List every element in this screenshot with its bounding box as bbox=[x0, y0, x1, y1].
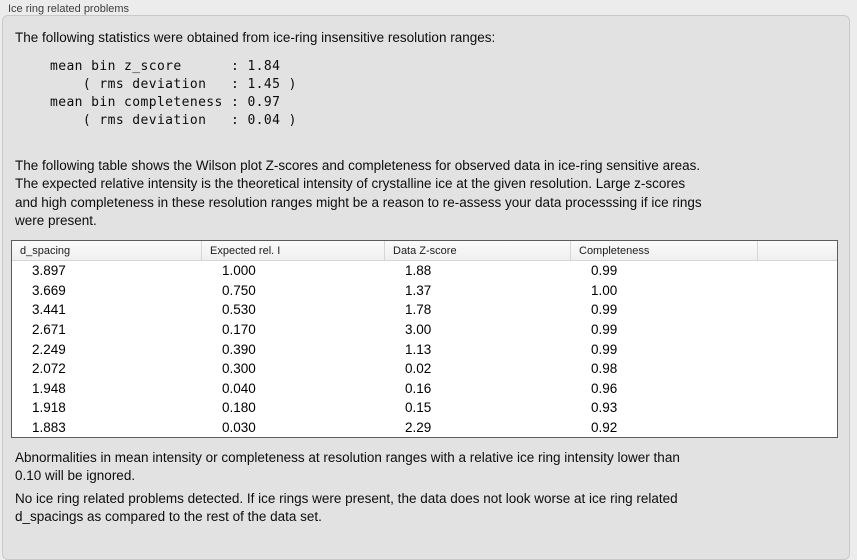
conclusion-text: No ice ring related problems detected. I… bbox=[15, 491, 678, 525]
table-cell: 0.170 bbox=[222, 321, 256, 337]
table-cell: 0.99 bbox=[591, 341, 618, 357]
column-header-filler bbox=[758, 241, 837, 260]
table-row[interactable]: 1.948 0.040 0.16 0.96 bbox=[12, 378, 837, 398]
table-cell: 0.300 bbox=[222, 361, 256, 377]
table-cell: 2.072 bbox=[32, 361, 66, 377]
table-cell: 0.390 bbox=[222, 341, 256, 357]
table-row[interactable]: 1.883 0.030 2.29 0.92 bbox=[12, 418, 837, 438]
table-row[interactable]: 3.669 0.750 1.37 1.00 bbox=[12, 281, 837, 301]
table-cell: 2.29 bbox=[405, 419, 432, 435]
table-cell: 3.669 bbox=[32, 282, 66, 298]
table-cell: 1.918 bbox=[32, 400, 66, 416]
table-cell: 0.030 bbox=[222, 419, 256, 435]
table-header-row: d_spacing Expected rel. I Data Z-score C… bbox=[12, 241, 837, 261]
table-cell: 0.96 bbox=[591, 380, 618, 396]
ignore-threshold-note: Abnormalities in mean intensity or compl… bbox=[15, 450, 680, 484]
table-row[interactable]: 2.671 0.170 3.00 0.99 bbox=[12, 320, 837, 340]
table-cell: 1.00 bbox=[591, 282, 618, 298]
table-cell: 0.750 bbox=[222, 282, 256, 298]
table-cell: 1.37 bbox=[405, 282, 432, 298]
column-header-data-z-score[interactable]: Data Z-score bbox=[385, 241, 571, 260]
table-cell: 1.88 bbox=[405, 263, 432, 279]
table-row[interactable]: 2.072 0.300 0.02 0.98 bbox=[12, 359, 837, 379]
table-cell: 3.897 bbox=[32, 263, 66, 279]
table-row[interactable]: 1.918 0.180 0.15 0.93 bbox=[12, 398, 837, 418]
table-cell: 0.16 bbox=[405, 380, 432, 396]
table-cell: 0.15 bbox=[405, 400, 432, 416]
table-cell: 2.249 bbox=[32, 341, 66, 357]
stats-block: mean bin z_score : 1.84 ( rms deviation … bbox=[50, 59, 297, 128]
table-row[interactable]: 3.441 0.530 1.78 0.99 bbox=[12, 300, 837, 320]
table-cell: 1.78 bbox=[405, 302, 432, 318]
ice-ring-panel: The following statistics were obtained f… bbox=[2, 15, 850, 560]
table-cell: 1.13 bbox=[405, 341, 432, 357]
table-cell: 1.000 bbox=[222, 263, 256, 279]
column-header-expected-rel-i[interactable]: Expected rel. I bbox=[202, 241, 385, 260]
table-cell: 0.02 bbox=[405, 361, 432, 377]
table-cell: 2.671 bbox=[32, 321, 66, 337]
column-header-completeness[interactable]: Completeness bbox=[571, 241, 758, 260]
table-cell: 0.99 bbox=[591, 321, 618, 337]
table-cell: 0.99 bbox=[591, 263, 618, 279]
table-cell: 0.99 bbox=[591, 302, 618, 318]
table-cell: 0.530 bbox=[222, 302, 256, 318]
table-cell: 0.040 bbox=[222, 380, 256, 396]
table-cell: 0.98 bbox=[591, 361, 618, 377]
table-body: 3.897 1.000 1.88 0.99 3.669 0.750 1.37 1.00 3.44… bbox=[12, 261, 837, 437]
table-cell: 0.93 bbox=[591, 400, 618, 416]
table-cell: 3.00 bbox=[405, 321, 432, 337]
table-description: The following table shows the Wilson plo… bbox=[15, 158, 702, 229]
group-box-title: Ice ring related problems bbox=[8, 3, 130, 15]
table-cell: 3.441 bbox=[32, 302, 66, 318]
table-cell: 1.883 bbox=[32, 419, 66, 435]
ice-ring-table: d_spacing Expected rel. I Data Z-score C… bbox=[11, 240, 838, 438]
table-row[interactable]: 2.249 0.390 1.13 0.99 bbox=[12, 339, 837, 359]
table-row[interactable]: 3.897 1.000 1.88 0.99 bbox=[12, 261, 837, 281]
intro-text: The following statistics were obtained f… bbox=[15, 30, 496, 45]
table-cell: 0.180 bbox=[222, 400, 256, 416]
table-cell: 1.948 bbox=[32, 380, 66, 396]
table-cell: 0.92 bbox=[591, 419, 618, 435]
column-header-d-spacing[interactable]: d_spacing bbox=[12, 241, 202, 260]
